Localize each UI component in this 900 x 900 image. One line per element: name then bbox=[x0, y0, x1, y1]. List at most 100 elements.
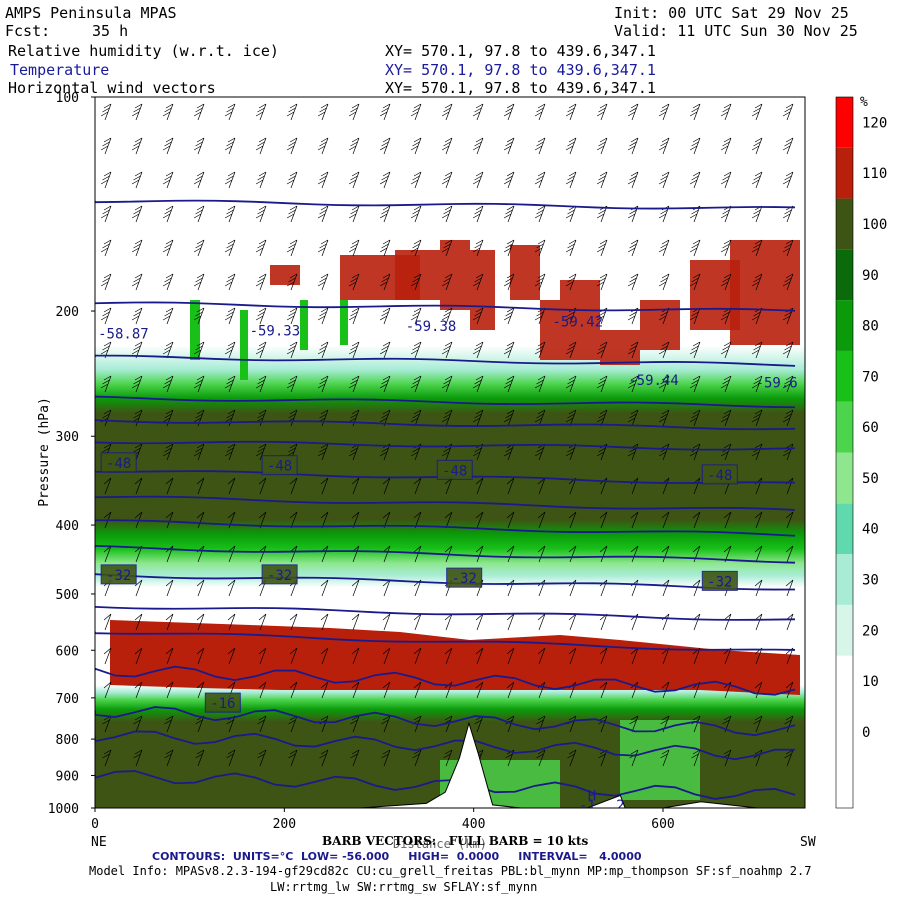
wind-barb bbox=[689, 409, 701, 427]
wind-barb bbox=[196, 511, 205, 529]
wind-barb bbox=[193, 307, 205, 325]
wind-barb bbox=[658, 341, 670, 359]
wind-barb bbox=[382, 647, 391, 665]
wind-barb bbox=[224, 443, 236, 461]
wind-barb bbox=[410, 205, 422, 223]
y-tick-label: 500 bbox=[56, 588, 79, 603]
colorbar-label: 70 bbox=[862, 369, 879, 385]
wind-barb bbox=[317, 103, 329, 121]
wind-barb bbox=[720, 341, 732, 359]
wind-barb bbox=[351, 579, 360, 597]
colorbar-bin bbox=[836, 249, 853, 301]
wind-barb bbox=[689, 341, 701, 359]
wind-barb bbox=[255, 273, 267, 291]
wind-barb bbox=[658, 375, 670, 393]
wind-barb bbox=[410, 409, 422, 427]
colorbar-label: 20 bbox=[862, 623, 879, 639]
wind-barb bbox=[534, 239, 546, 257]
wind-barb bbox=[196, 681, 205, 699]
wind-barb bbox=[348, 375, 360, 393]
wind-barb bbox=[193, 443, 205, 461]
wind-barb bbox=[723, 511, 732, 529]
wind-barb bbox=[661, 681, 670, 699]
wind-barb bbox=[658, 409, 670, 427]
wind-barb bbox=[100, 137, 112, 155]
contour-label: -59.42 bbox=[553, 315, 604, 331]
wind-barb bbox=[441, 273, 453, 291]
wind-barb bbox=[627, 239, 639, 257]
rh-high-patch bbox=[730, 240, 800, 345]
wind-barb bbox=[102, 749, 112, 767]
wind-barb bbox=[320, 477, 329, 495]
wind-barb bbox=[289, 613, 298, 631]
wind-barb bbox=[379, 137, 391, 155]
wind-barb bbox=[475, 647, 484, 665]
wind-barb bbox=[627, 137, 639, 155]
wind-barb bbox=[472, 205, 484, 223]
wind-barb bbox=[255, 137, 267, 155]
wind-barb bbox=[568, 613, 577, 631]
wind-barb bbox=[506, 511, 515, 529]
wind-barb bbox=[537, 545, 546, 563]
wind-barb bbox=[751, 103, 763, 121]
wind-barb bbox=[382, 681, 391, 699]
wind-barb bbox=[689, 273, 701, 291]
wind-barb bbox=[782, 375, 794, 393]
contour-label: -59.38 bbox=[406, 319, 457, 335]
wind-barb bbox=[224, 273, 236, 291]
wind-barb bbox=[537, 511, 546, 529]
wind-barb bbox=[227, 647, 236, 665]
contour-label: -48 bbox=[267, 459, 292, 475]
wind-barb bbox=[475, 681, 484, 699]
model-title: AMPS Peninsula MPAS bbox=[5, 4, 177, 22]
valid-time: Valid: 11 UTC Sun 30 Nov 25 bbox=[614, 22, 858, 40]
colorbar-label: 50 bbox=[862, 471, 879, 487]
wind-barb bbox=[754, 579, 763, 597]
colorbar-bin bbox=[836, 757, 853, 808]
wind-barb bbox=[567, 749, 577, 767]
wind-barb bbox=[224, 375, 236, 393]
wind-barb bbox=[782, 341, 794, 359]
field-name-wind: Horizontal wind vectors bbox=[8, 79, 216, 97]
wind-barb bbox=[599, 681, 608, 699]
colorbar-label: 80 bbox=[862, 319, 879, 335]
contour-label-box bbox=[261, 564, 298, 585]
colorbar-bin bbox=[836, 604, 853, 656]
wind-barb bbox=[131, 273, 143, 291]
wind-barb bbox=[348, 205, 360, 223]
x-tick-label: 400 bbox=[462, 817, 485, 832]
colorbar-bin bbox=[836, 655, 853, 707]
wind-barb bbox=[412, 749, 422, 767]
wind-barb bbox=[503, 409, 515, 427]
wind-barb bbox=[720, 171, 732, 189]
wind-barb bbox=[131, 307, 143, 325]
wind-barb bbox=[379, 103, 391, 121]
wind-barb bbox=[165, 681, 174, 699]
temperature-contour bbox=[95, 470, 796, 484]
field-name-rh: Relative humidity (w.r.t. ice) bbox=[8, 42, 279, 60]
wind-barb bbox=[444, 647, 453, 665]
wind-barb bbox=[131, 171, 143, 189]
wind-barb bbox=[131, 375, 143, 393]
colorbar-bin bbox=[836, 350, 853, 402]
wind-barb bbox=[441, 409, 453, 427]
wind-barb bbox=[534, 103, 546, 121]
field-xy-rh: XY= 570.1, 97.8 to 439.6,347.1 bbox=[385, 42, 656, 60]
wind-barb bbox=[165, 477, 174, 495]
wind-barb bbox=[288, 749, 298, 767]
contour-label: -32 bbox=[707, 574, 732, 590]
wind-barb bbox=[226, 749, 236, 767]
wind-barb bbox=[472, 375, 484, 393]
colorbar-label: 120 bbox=[862, 115, 887, 131]
wind-barb bbox=[692, 545, 701, 563]
wind-barb bbox=[196, 579, 205, 597]
wind-barb bbox=[379, 409, 391, 427]
wind-barb bbox=[193, 341, 205, 359]
temperature-contour bbox=[95, 301, 796, 312]
wind-barb bbox=[351, 613, 360, 631]
wind-barb bbox=[165, 579, 174, 597]
wind-barb bbox=[286, 375, 298, 393]
wind-barb bbox=[162, 307, 174, 325]
wind-barb bbox=[379, 171, 391, 189]
wind-barb bbox=[348, 409, 360, 427]
